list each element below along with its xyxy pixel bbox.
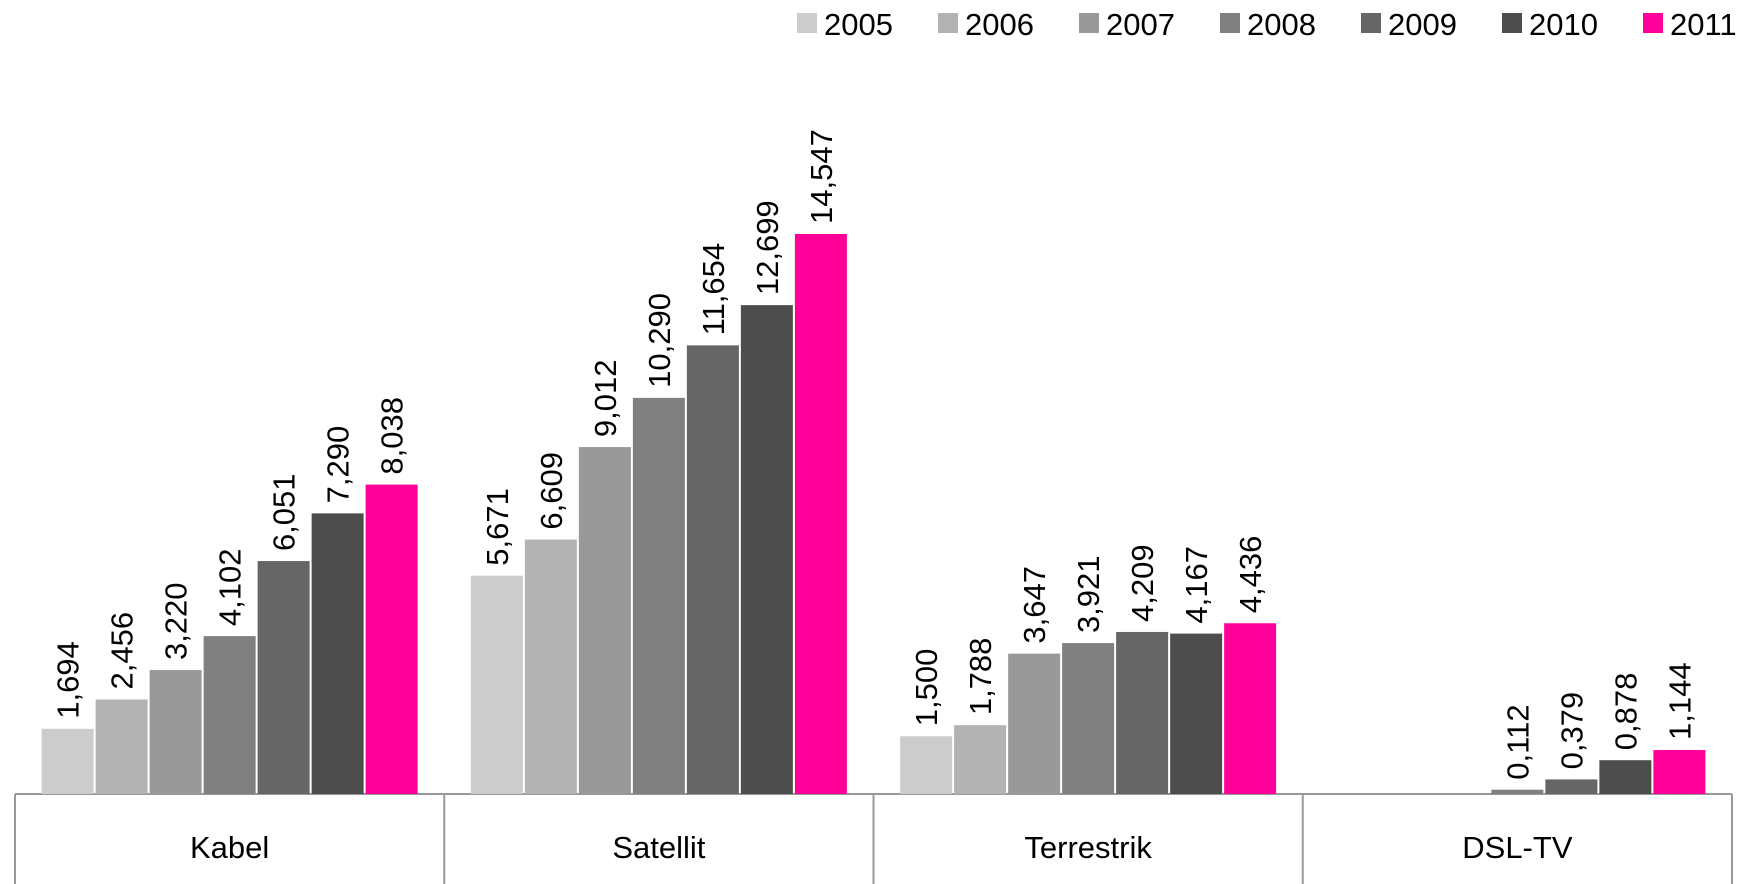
value-label: 1,500 [909,649,944,727]
value-label: 8,038 [375,397,410,475]
bar [1170,633,1223,794]
value-label: 7,290 [321,426,356,504]
bar [1062,643,1115,794]
legend-label: 2007 [1106,7,1175,42]
value-label: 0,379 [1554,692,1589,770]
x-tick-label: DSL-TV [1462,830,1573,865]
value-label: 6,051 [267,473,302,551]
legend-swatch [1079,13,1099,33]
bar [900,736,953,794]
bar [257,561,310,794]
value-label: 10,290 [642,293,677,388]
bar [203,636,256,794]
bar [632,397,685,794]
bar [740,305,793,794]
bar [1545,779,1598,794]
bar [794,234,847,794]
legend-label: 2010 [1529,7,1598,42]
legend-label: 2008 [1247,7,1316,42]
bar [95,699,148,794]
legend-swatch [1502,13,1522,33]
x-tick-label: Satellit [612,830,705,865]
bar [524,539,577,794]
value-label: 9,012 [588,359,623,437]
bar [1599,760,1652,794]
x-tick-label: Kabel [190,830,269,865]
legend-swatch [1220,13,1240,33]
value-label: 4,102 [213,549,248,627]
bar [1491,789,1544,794]
value-label: 14,547 [804,129,839,224]
value-label: 5,671 [480,488,515,566]
legend-swatch [797,13,817,33]
value-label: 11,654 [696,243,731,336]
value-label: 1,694 [51,641,86,719]
value-label: 1,144 [1662,662,1697,740]
legend-swatch [1361,13,1381,33]
bar [1008,653,1061,794]
value-label: 2,456 [105,612,140,690]
value-label: 0,878 [1608,673,1643,751]
bar [686,345,739,794]
legend-label: 2006 [965,7,1034,42]
bar [41,728,94,794]
bar [1653,749,1706,794]
legend-label: 2009 [1388,7,1457,42]
legend-label: 2005 [824,7,893,42]
bar [578,447,631,794]
bar [954,725,1007,794]
bar [149,670,202,794]
value-label: 0,112 [1500,704,1535,779]
value-label: 1,788 [963,638,998,716]
bar [470,575,523,794]
bar [1116,631,1169,794]
x-tick-label: Terrestrik [1024,830,1152,865]
value-label: 12,699 [750,200,785,295]
value-label: 4,436 [1233,536,1268,614]
value-label: 3,647 [1017,566,1052,644]
bar [311,513,364,794]
value-label: 4,167 [1179,546,1214,624]
bar [1224,623,1277,794]
bar [365,484,418,794]
value-label: 3,921 [1071,555,1106,633]
legend-label: 2011 [1670,7,1737,42]
legend-swatch [938,13,958,33]
legend-swatch [1643,13,1663,33]
value-label: 3,220 [159,582,194,660]
value-label: 6,609 [534,452,569,530]
value-label: 4,209 [1125,544,1160,622]
